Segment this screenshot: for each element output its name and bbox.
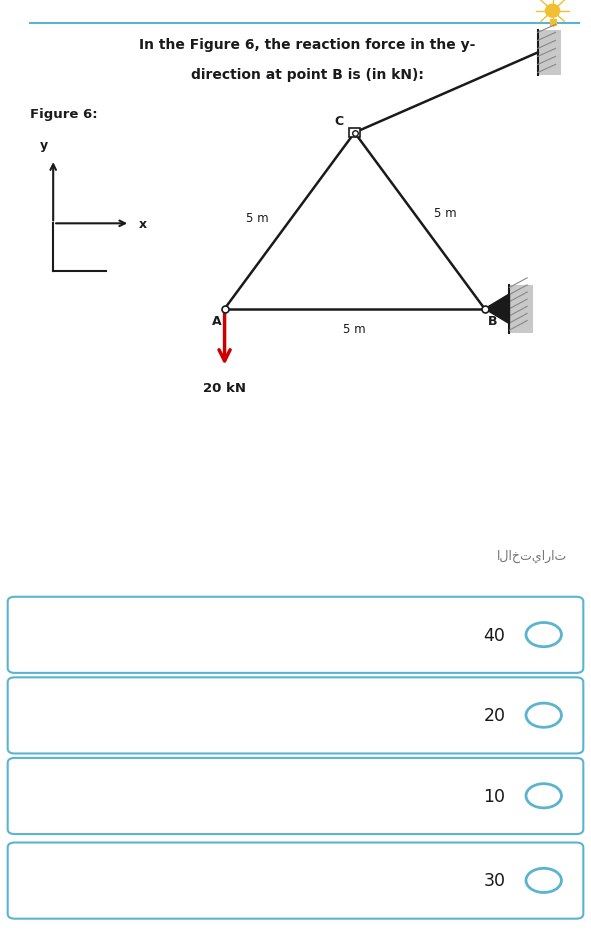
Text: x: x bbox=[139, 217, 147, 230]
Bar bbox=[538, 31, 561, 76]
Bar bbox=[349, 128, 360, 139]
FancyBboxPatch shape bbox=[8, 758, 583, 834]
Text: 20 kN: 20 kN bbox=[203, 382, 246, 394]
Text: y: y bbox=[40, 139, 48, 152]
FancyBboxPatch shape bbox=[8, 597, 583, 673]
Text: 40: 40 bbox=[483, 626, 505, 644]
Text: 5 m: 5 m bbox=[343, 323, 366, 336]
Text: 5 m: 5 m bbox=[434, 207, 457, 220]
FancyBboxPatch shape bbox=[8, 678, 583, 753]
Text: 10: 10 bbox=[483, 787, 505, 805]
Circle shape bbox=[526, 869, 561, 893]
Text: In the Figure 6, the reaction force in the y-: In the Figure 6, the reaction force in t… bbox=[139, 38, 476, 52]
Text: Figure 6:: Figure 6: bbox=[30, 109, 97, 121]
Polygon shape bbox=[485, 295, 509, 325]
Bar bbox=[509, 285, 533, 333]
Text: C: C bbox=[334, 115, 343, 128]
Text: B: B bbox=[488, 314, 497, 328]
Text: direction at point B is (in kN):: direction at point B is (in kN): bbox=[191, 67, 424, 81]
Text: A: A bbox=[212, 314, 222, 328]
Text: 30: 30 bbox=[483, 871, 505, 889]
Text: الاختيارات: الاختيارات bbox=[497, 549, 567, 563]
Text: 20: 20 bbox=[483, 707, 505, 724]
Circle shape bbox=[526, 783, 561, 808]
Circle shape bbox=[526, 703, 561, 727]
Text: 5 m: 5 m bbox=[246, 212, 269, 226]
Circle shape bbox=[545, 6, 560, 18]
FancyBboxPatch shape bbox=[8, 842, 583, 919]
Circle shape bbox=[526, 622, 561, 647]
